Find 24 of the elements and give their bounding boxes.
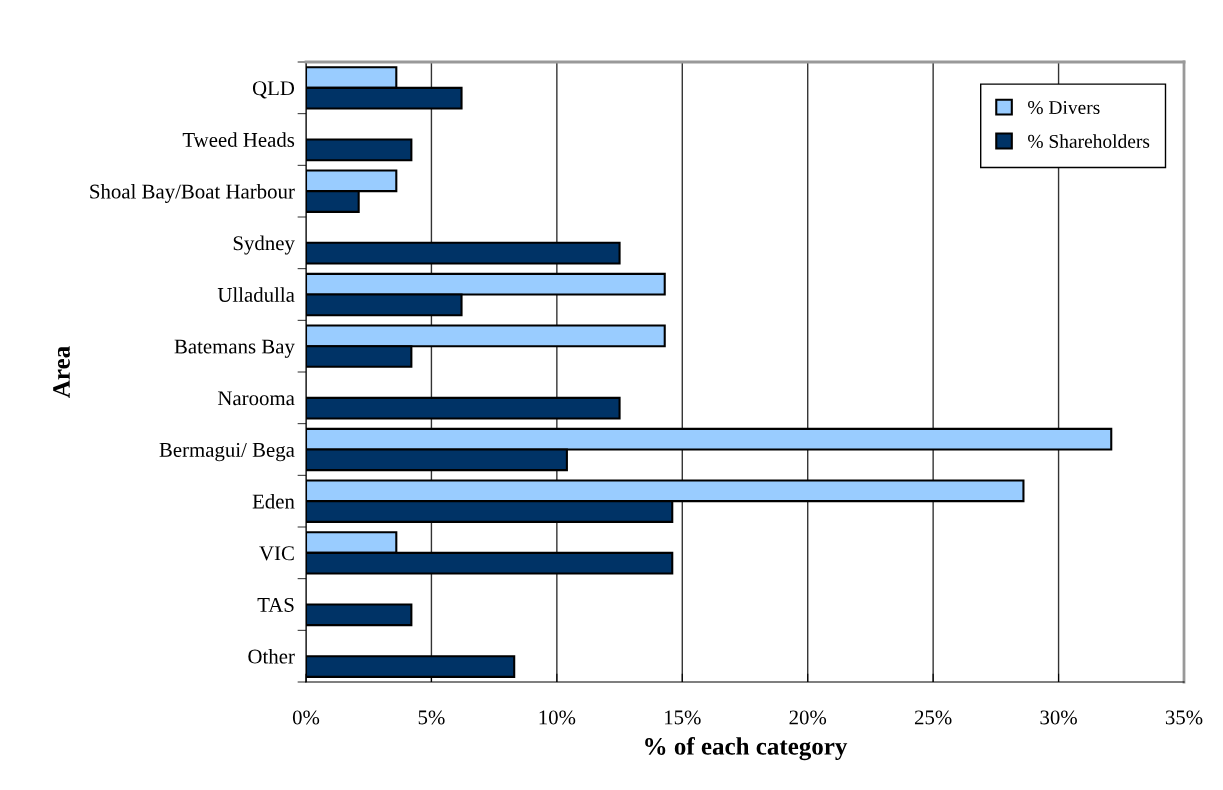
x-tick-label: 20%: [789, 710, 827, 725]
y-tick-label: TAS: [257, 597, 294, 612]
legend-label: % Shareholders: [1028, 134, 1150, 149]
y-tick-label: Shoal Bay/Boat Harbour: [90, 183, 295, 203]
x-tick-label: 15%: [665, 710, 701, 725]
x-tick-label: 5%: [418, 710, 445, 725]
y-axis-title: Area: [53, 346, 70, 398]
x-axis-title: % of each category: [645, 737, 848, 761]
y-tick-label: QLD: [252, 81, 295, 99]
x-tick-label: 35%: [1165, 710, 1203, 725]
x-tick-label: 25%: [914, 710, 952, 725]
y-tick-label: Batemans Bay: [174, 339, 295, 358]
y-tick-label: VIC: [259, 546, 294, 561]
x-tick-label: 0%: [292, 710, 320, 725]
y-tick-label: Bermagui/ Bega: [159, 442, 295, 462]
x-tick-label: 10%: [539, 710, 576, 725]
y-tick-label: Eden: [252, 493, 295, 509]
y-tick-label: Ulladulla: [217, 287, 295, 302]
y-tick-label: Other: [248, 648, 295, 664]
y-tick-label: Narooma: [217, 391, 295, 406]
legend-label: % Divers: [1028, 100, 1100, 115]
x-tick-label: 30%: [1040, 710, 1077, 725]
y-tick-label: Sydney: [233, 235, 295, 255]
y-tick-label: Tweed Heads: [182, 132, 295, 147]
